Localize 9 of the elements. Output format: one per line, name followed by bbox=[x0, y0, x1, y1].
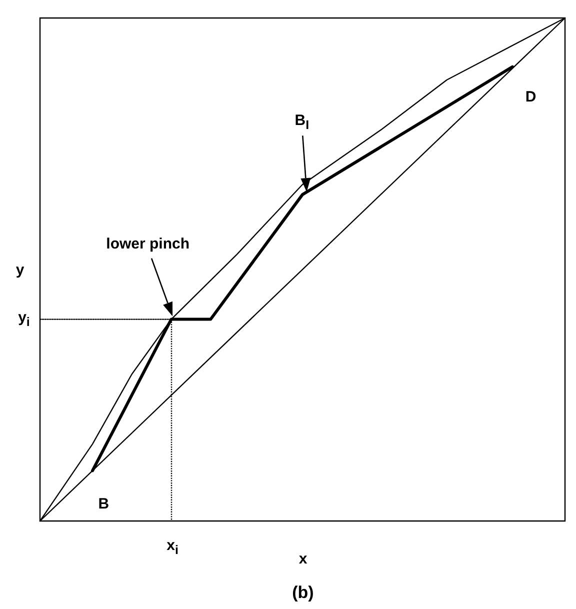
x-axis-title: x bbox=[298, 550, 308, 568]
annotation: B$_{I}$ bbox=[294, 112, 310, 132]
annotation: B bbox=[98, 495, 110, 512]
y-axis-title: y bbox=[16, 261, 24, 278]
annotation: lower pinch bbox=[106, 236, 190, 253]
text: x$_{i}$ bbox=[166, 537, 178, 557]
text: (b) bbox=[292, 583, 314, 603]
annotation: D bbox=[525, 88, 536, 106]
text: y$_{i}$ bbox=[18, 309, 30, 330]
